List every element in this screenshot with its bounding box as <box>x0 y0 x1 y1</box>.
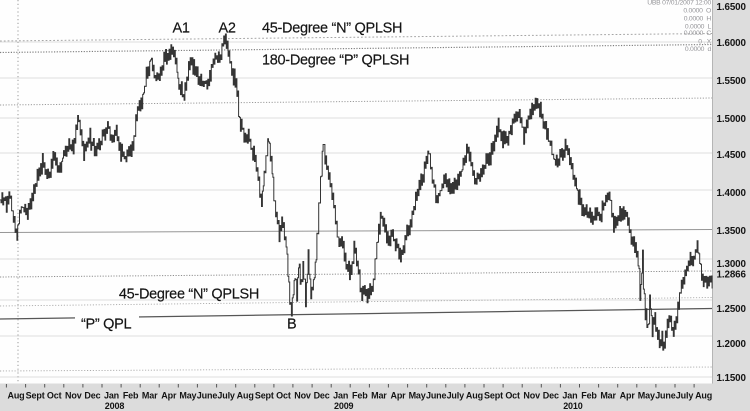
svg-text:May: May <box>409 391 426 401</box>
svg-text:Aug: Aug <box>695 391 712 401</box>
svg-text:May: May <box>179 391 196 401</box>
svg-text:Jan: Jan <box>104 391 119 401</box>
svg-text:Dec: Dec <box>84 391 100 401</box>
svg-text:May: May <box>638 391 655 401</box>
svg-text:Nov: Nov <box>65 391 82 401</box>
svg-text:1.2500: 1.2500 <box>717 304 747 315</box>
svg-text:45-Degree “N” QPLSH: 45-Degree “N” QPLSH <box>119 287 259 303</box>
svg-text:0.0000 O: 0.0000 O <box>683 8 711 15</box>
svg-text:Mar: Mar <box>600 391 616 401</box>
svg-text:Dec: Dec <box>314 391 330 401</box>
svg-text:1.1500: 1.1500 <box>717 373 747 384</box>
svg-text:Aug: Aug <box>466 391 483 401</box>
svg-text:June: June <box>426 391 447 401</box>
svg-text:1.5500: 1.5500 <box>717 76 747 87</box>
svg-text:June: June <box>197 391 218 401</box>
svg-text:Feb: Feb <box>581 391 597 401</box>
svg-text:Oct: Oct <box>276 391 291 401</box>
svg-text:B: B <box>287 317 296 333</box>
svg-text:UBB 07/01/2007 12:00: UBB 07/01/2007 12:00 <box>647 0 711 7</box>
svg-text:Sept: Sept <box>484 391 503 401</box>
svg-text:1.6000: 1.6000 <box>717 38 747 49</box>
svg-text:Sept: Sept <box>26 391 45 401</box>
svg-text:Mar: Mar <box>142 391 158 401</box>
svg-text:Oct: Oct <box>47 391 62 401</box>
svg-text:Aug: Aug <box>7 391 24 401</box>
svg-text:Feb: Feb <box>352 391 368 401</box>
svg-text:June: June <box>655 391 676 401</box>
svg-text:Dec: Dec <box>543 391 559 401</box>
svg-text:1.2866: 1.2866 <box>717 269 747 280</box>
svg-text:Sept: Sept <box>255 391 274 401</box>
svg-text:1.5000: 1.5000 <box>717 114 747 125</box>
svg-text:Mar: Mar <box>371 391 387 401</box>
svg-text:Aug: Aug <box>237 391 254 401</box>
svg-text:Feb: Feb <box>123 391 139 401</box>
svg-text:July: July <box>676 391 694 401</box>
svg-text:0.0000 C: 0.0000 C <box>684 30 712 37</box>
svg-text:Nov: Nov <box>523 391 540 401</box>
svg-text:Jan: Jan <box>333 391 348 401</box>
svg-text:“P” QPL: “P” QPL <box>81 317 132 333</box>
svg-text:Jan: Jan <box>562 391 577 401</box>
svg-text:0.0000 L: 0.0000 L <box>685 23 712 30</box>
svg-text:1.4000: 1.4000 <box>717 188 747 199</box>
svg-text:1.2000: 1.2000 <box>717 339 747 350</box>
svg-text:Apr: Apr <box>390 391 406 401</box>
svg-text:Apr: Apr <box>620 391 636 401</box>
svg-text:2010: 2010 <box>563 401 583 411</box>
svg-text:Nov: Nov <box>294 391 311 401</box>
svg-text:A1: A1 <box>173 21 190 37</box>
svg-text:45-Degree “N” QPLSH: 45-Degree “N” QPLSH <box>262 21 402 37</box>
svg-text:0 . X: 0 . X <box>698 39 711 46</box>
svg-text:180-Degree “P” QPLSH: 180-Degree “P” QPLSH <box>262 53 409 69</box>
svg-text:July: July <box>217 391 235 401</box>
svg-text:2008: 2008 <box>105 401 125 411</box>
svg-text:1.4500: 1.4500 <box>717 150 747 161</box>
svg-text:0.0000 d: 0.0000 d <box>685 46 712 53</box>
svg-text:Apr: Apr <box>161 391 177 401</box>
svg-text:0.0000 H: 0.0000 H <box>684 15 712 22</box>
svg-text:1.3500: 1.3500 <box>717 226 747 237</box>
svg-text:July: July <box>447 391 465 401</box>
svg-text:A2: A2 <box>219 21 236 37</box>
svg-text:Oct: Oct <box>505 391 520 401</box>
svg-text:1.6500: 1.6500 <box>717 2 747 13</box>
svg-text:2009: 2009 <box>334 401 354 411</box>
svg-text:1.3000: 1.3000 <box>717 259 747 270</box>
